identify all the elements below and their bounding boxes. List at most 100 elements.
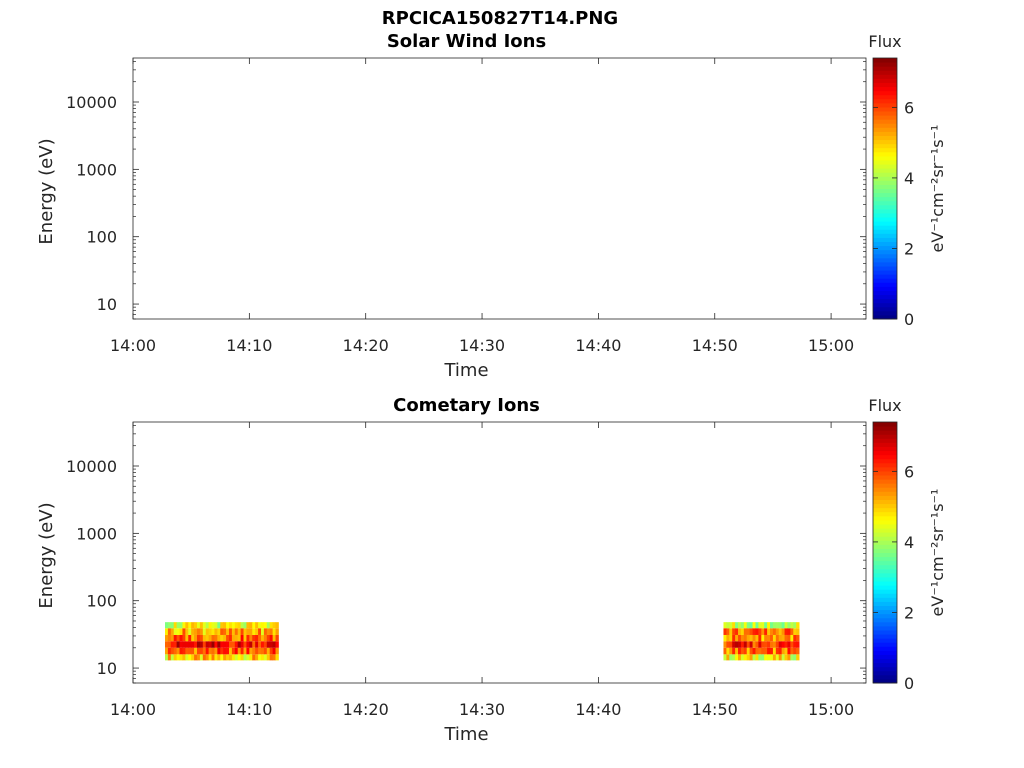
- spectrogram-cell: [758, 622, 762, 629]
- colorbar-segment: [873, 229, 897, 234]
- x-tick-label: 14:40: [575, 700, 621, 719]
- spectrogram-cell: [749, 622, 753, 629]
- spectrogram-cell: [784, 641, 788, 648]
- spectrogram-cell: [263, 622, 268, 629]
- spectrogram-cell: [202, 647, 207, 655]
- colorbar-segment: [873, 589, 897, 594]
- colorbar-unit-label: eV⁻¹cm⁻²sr⁻¹s⁻¹: [928, 489, 947, 617]
- spectrogram-cell: [275, 647, 279, 655]
- spectrogram-cell: [196, 628, 201, 635]
- spectrogram-cell: [214, 647, 218, 655]
- spectrogram-cell: [761, 622, 765, 629]
- colorbar-segment: [873, 581, 897, 586]
- colorbar-segment: [873, 278, 897, 283]
- spectrogram-cell: [194, 654, 198, 661]
- spectrogram-cell: [226, 628, 230, 635]
- colorbar-segment: [873, 646, 897, 651]
- spectrogram-cell: [223, 634, 227, 642]
- spectrogram-cell: [182, 647, 186, 655]
- spectrogram-cell: [770, 654, 774, 661]
- x-tick-label: 14:00: [110, 700, 156, 719]
- spectrogram-cell: [275, 628, 279, 635]
- spectrogram-cell: [764, 647, 768, 655]
- spectrogram-cell: [258, 641, 262, 648]
- colorbar-segment: [873, 147, 897, 153]
- spectrogram-cell: [188, 634, 192, 642]
- spectrogram-cell: [170, 654, 175, 661]
- colorbar-segment: [873, 172, 897, 177]
- colorbar-segment: [873, 314, 897, 320]
- spectrogram-cell: [188, 622, 192, 629]
- spectrogram-cell: [199, 634, 204, 642]
- spectrogram-cell: [234, 622, 239, 629]
- spectrogram-cell: [223, 654, 227, 661]
- colorbar-segment: [873, 642, 897, 647]
- colorbar-segment: [873, 466, 897, 472]
- spectrogram-cell: [217, 622, 221, 629]
- spectrogram-cell: [764, 628, 768, 635]
- spectrogram-cell: [211, 647, 215, 655]
- colorbar-segment: [873, 560, 897, 566]
- spectrogram-cell: [179, 647, 183, 655]
- spectrogram-cell: [743, 647, 748, 655]
- spectrogram-cell: [726, 634, 730, 642]
- colorbar-segment: [873, 597, 897, 602]
- colorbar-segment: [873, 253, 897, 259]
- spectrogram-cell: [790, 641, 794, 648]
- spectrogram-cell: [263, 647, 268, 655]
- spectrogram-cell: [781, 634, 785, 642]
- spectrogram-cell: [196, 641, 201, 648]
- spectrogram-cell: [772, 622, 777, 629]
- spectrogram-cell: [738, 654, 742, 661]
- colorbar-segment: [873, 613, 897, 619]
- spectrogram-cell: [202, 641, 207, 648]
- colorbar-segment: [873, 576, 897, 582]
- colorbar-segment: [873, 302, 897, 308]
- spectrogram-cell: [735, 641, 739, 648]
- spectrogram-cell: [787, 628, 791, 635]
- colorbar-segment: [873, 159, 897, 165]
- spectrogram-cell: [191, 647, 195, 655]
- colorbar-segment: [873, 286, 897, 291]
- spectrogram-cell: [243, 628, 247, 635]
- spectrogram-cell: [199, 622, 204, 629]
- colorbar-segment: [873, 225, 897, 230]
- spectrogram-cell: [263, 641, 268, 648]
- spectrogram-cell: [758, 628, 762, 635]
- spectrogram-cell: [205, 634, 210, 642]
- spectrogram-cell: [176, 641, 180, 648]
- spectrogram-cell: [220, 641, 224, 648]
- spectrogram-cell: [220, 622, 224, 629]
- colorbar-segment: [873, 442, 897, 447]
- colorbar-segment: [873, 135, 897, 141]
- colorbar-segment: [873, 115, 897, 120]
- colorbar-segment: [873, 621, 897, 627]
- spectrogram-cell: [223, 622, 227, 629]
- spectrogram-cell: [185, 654, 189, 661]
- spectrogram-cell: [787, 634, 791, 642]
- spectrogram-cell: [194, 634, 198, 642]
- spectrogram-cell: [231, 622, 236, 629]
- colorbar-segment: [873, 625, 897, 631]
- spectrogram-cell: [211, 654, 215, 661]
- x-tick-label: 14:10: [226, 336, 272, 355]
- spectrogram-cell: [787, 641, 791, 648]
- spectrogram-cell: [240, 622, 244, 629]
- plot-frame: [132, 57, 867, 320]
- spectrogram-cell: [272, 622, 276, 629]
- colorbar-segment: [873, 245, 897, 251]
- spectrogram-cell: [211, 628, 215, 635]
- spectrogram-cell: [211, 634, 215, 642]
- spectrogram-cell: [202, 628, 207, 635]
- colorbar-segment: [873, 670, 897, 676]
- colorbar-segment: [873, 265, 897, 271]
- spectrogram-cell: [770, 634, 774, 642]
- colorbar-segment: [873, 257, 897, 263]
- spectrogram-cell: [185, 628, 189, 635]
- spectrogram-cell: [761, 654, 765, 661]
- spectrogram-cell: [767, 634, 771, 642]
- spectrogram-cell: [793, 654, 797, 661]
- spectrogram-cell: [231, 634, 236, 642]
- plot-frame: [132, 421, 867, 684]
- spectrogram-cell: [255, 641, 259, 648]
